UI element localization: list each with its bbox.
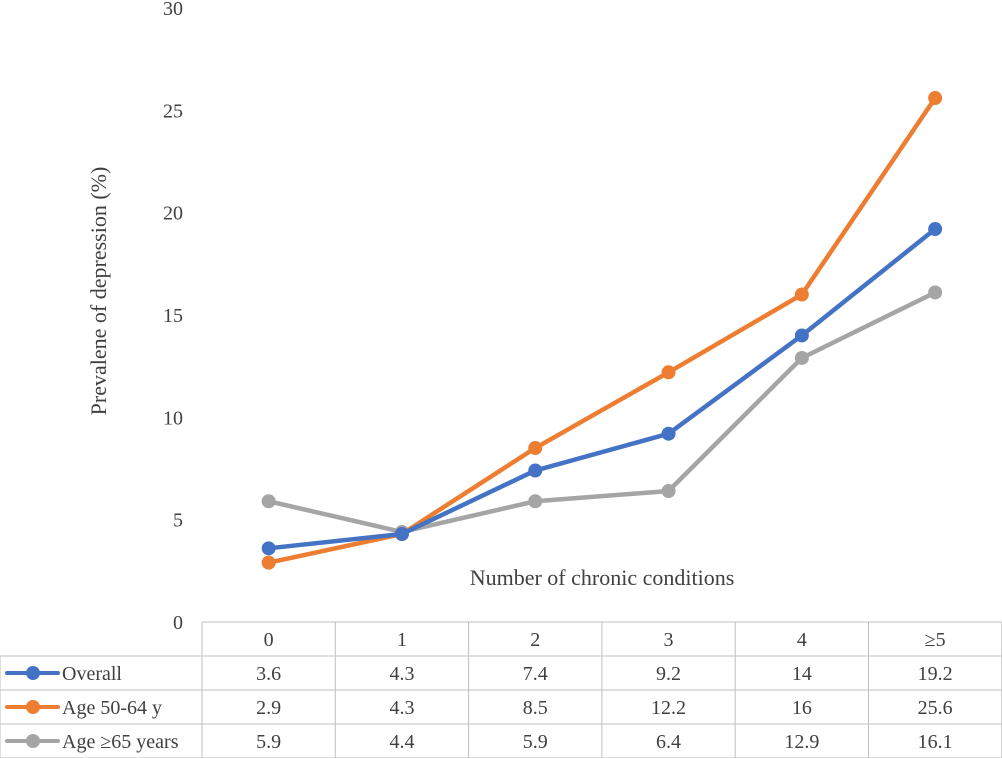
table-cell-value: 12.2 [651,697,686,719]
data-table: 0 1 2 3 4 ≥5 Overall 3.6 4.3 7.4 9.2 14 19.2 Age 50-6… [0,621,1002,758]
table-cell-value: 4.4 [389,731,414,753]
table-cell-value: 4.3 [389,697,414,719]
x-category-label: 3 [664,629,674,651]
table-cell-value: 5.9 [523,731,548,753]
table-cell-value: 2.9 [256,697,281,719]
data-point [661,484,676,499]
x-category-label: ≥5 [925,629,946,651]
data-point [928,91,943,106]
y-tick-label: 30 [163,0,183,20]
data-point [261,541,276,556]
table-cell-value: 8.5 [523,697,548,719]
y-tick-label: 0 [173,612,183,634]
legend-series-name: Age ≥65 years [62,731,179,753]
table-cell-value: 12.9 [784,731,819,753]
y-tick-label: 25 [163,100,183,122]
table-cell-value: 16.1 [918,731,953,753]
x-category-label: 0 [264,629,274,651]
data-point [928,285,943,300]
data-point [528,441,543,456]
table-cell-value: 19.2 [918,663,953,685]
table-cell-value: 16 [792,697,812,719]
x-category-label: 4 [797,629,807,651]
table-cell-value: 3.6 [256,663,281,685]
data-point [661,426,676,441]
data-point [394,526,409,541]
table-cell-value: 9.2 [656,663,681,685]
series-path [266,290,938,535]
legend-series-name: Overall [62,663,122,685]
legend-key-marker [26,734,40,748]
table-cell-value: 25.6 [918,697,953,719]
data-point [794,287,809,302]
table-cell-value: 4.3 [389,663,414,685]
series-line [261,222,943,556]
data-point [528,494,543,509]
x-axis-title: Number of chronic conditions [470,565,735,590]
series-path [266,226,938,551]
data-point [794,350,809,365]
series-lines [261,91,943,570]
y-tick-label: 20 [163,203,183,225]
data-point [794,328,809,343]
y-tick-label: 15 [163,305,183,327]
table-cell-value: 6.4 [656,731,681,753]
y-tick-label: 5 [173,510,183,532]
legend-series-name: Age 50-64 y [62,697,162,719]
legend-key-marker [26,666,40,680]
data-point [261,555,276,570]
x-category-label: 2 [530,629,540,651]
y-axis-ticks: 0 5 10 15 20 25 30 [163,0,183,634]
y-axis-title: Prevalene of depression (%) [86,167,111,416]
data-point [661,365,676,380]
table-cell-value: 14 [792,663,812,685]
legend-key-marker [26,700,40,714]
data-point [928,222,943,237]
table-cell-value: 5.9 [256,731,281,753]
data-point [528,463,543,478]
series-path [266,95,938,565]
x-category-label: 1 [397,629,407,651]
data-point [261,494,276,509]
y-tick-label: 10 [163,407,183,429]
table-cell-value: 7.4 [523,663,548,685]
